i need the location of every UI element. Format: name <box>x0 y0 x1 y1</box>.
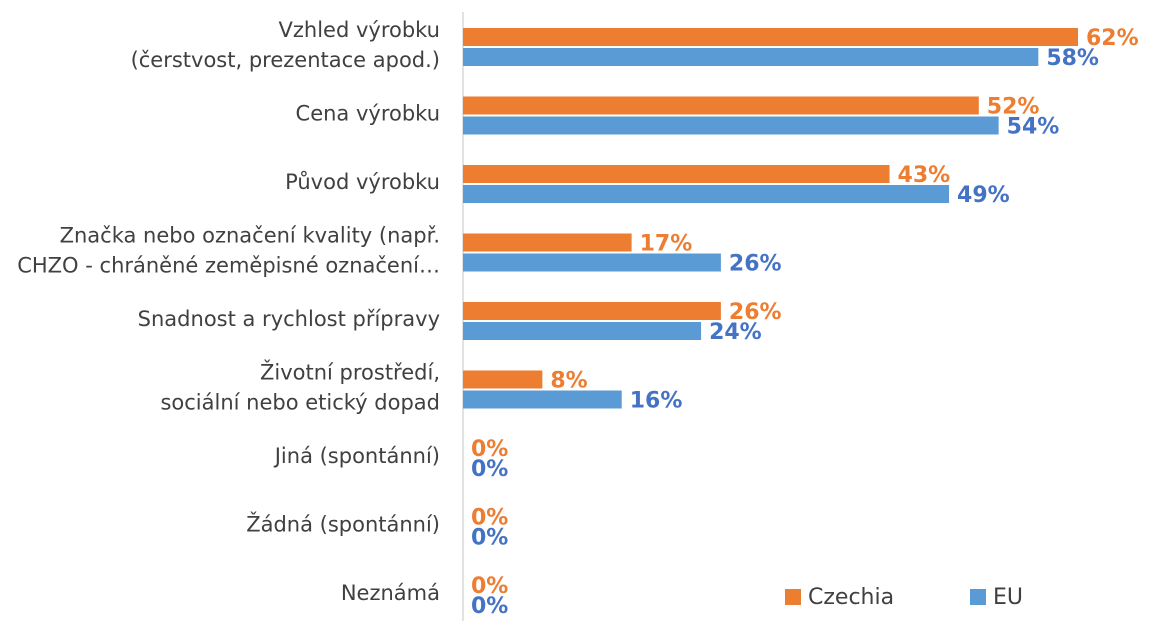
value-label: 0% <box>471 594 508 619</box>
value-label: 58% <box>1046 46 1099 71</box>
value-label: 43% <box>898 163 951 188</box>
bar <box>463 185 950 203</box>
value-label: 26% <box>729 300 782 325</box>
category-label: Snadnost a rychlost přípravy <box>138 307 440 331</box>
value-label: 0% <box>471 506 508 531</box>
category-label: Vzhled výrobku <box>279 18 441 42</box>
category-label: sociální nebo etický dopad <box>160 391 440 415</box>
value-label: 62% <box>1086 26 1139 51</box>
category-label: (čerstvost, prezentace apod.) <box>131 48 440 72</box>
category-label: CHZO - chráněné zeměpisné označení… <box>17 254 440 278</box>
value-label: 0% <box>471 457 508 482</box>
legend-label: EU <box>993 585 1023 610</box>
bar <box>463 48 1039 66</box>
bar <box>463 390 622 409</box>
legend-swatch <box>785 589 801 605</box>
bar <box>463 322 702 340</box>
value-label: 54% <box>1007 115 1060 140</box>
category-label: Cena výrobku <box>296 102 440 126</box>
category-label: Neznámá <box>341 581 440 605</box>
bar <box>463 28 1078 46</box>
value-label: 26% <box>729 252 782 277</box>
category-label: Životní prostředí, <box>260 360 440 385</box>
value-label: 0% <box>471 437 508 462</box>
bar <box>463 370 543 389</box>
value-label: 0% <box>471 526 508 551</box>
legend-swatch <box>970 589 986 605</box>
bar <box>463 165 890 183</box>
bar <box>463 96 979 115</box>
bar <box>463 233 632 252</box>
value-label: 0% <box>471 574 508 599</box>
category-label: Jiná (spontánní) <box>273 444 440 468</box>
value-label: 24% <box>709 320 762 345</box>
legend-label: Czechia <box>808 585 894 610</box>
bar <box>463 116 999 135</box>
category-label: Značka nebo označení kvality (např. <box>60 224 440 248</box>
category-label: Žádná (spontánní) <box>246 512 440 537</box>
bar <box>463 253 721 272</box>
value-label: 17% <box>640 232 693 257</box>
value-label: 16% <box>630 389 683 414</box>
value-label: 52% <box>987 95 1040 120</box>
value-label: 8% <box>550 369 587 394</box>
category-label: Původ výrobku <box>285 170 440 194</box>
bar <box>463 302 721 320</box>
value-label: 49% <box>957 183 1010 208</box>
